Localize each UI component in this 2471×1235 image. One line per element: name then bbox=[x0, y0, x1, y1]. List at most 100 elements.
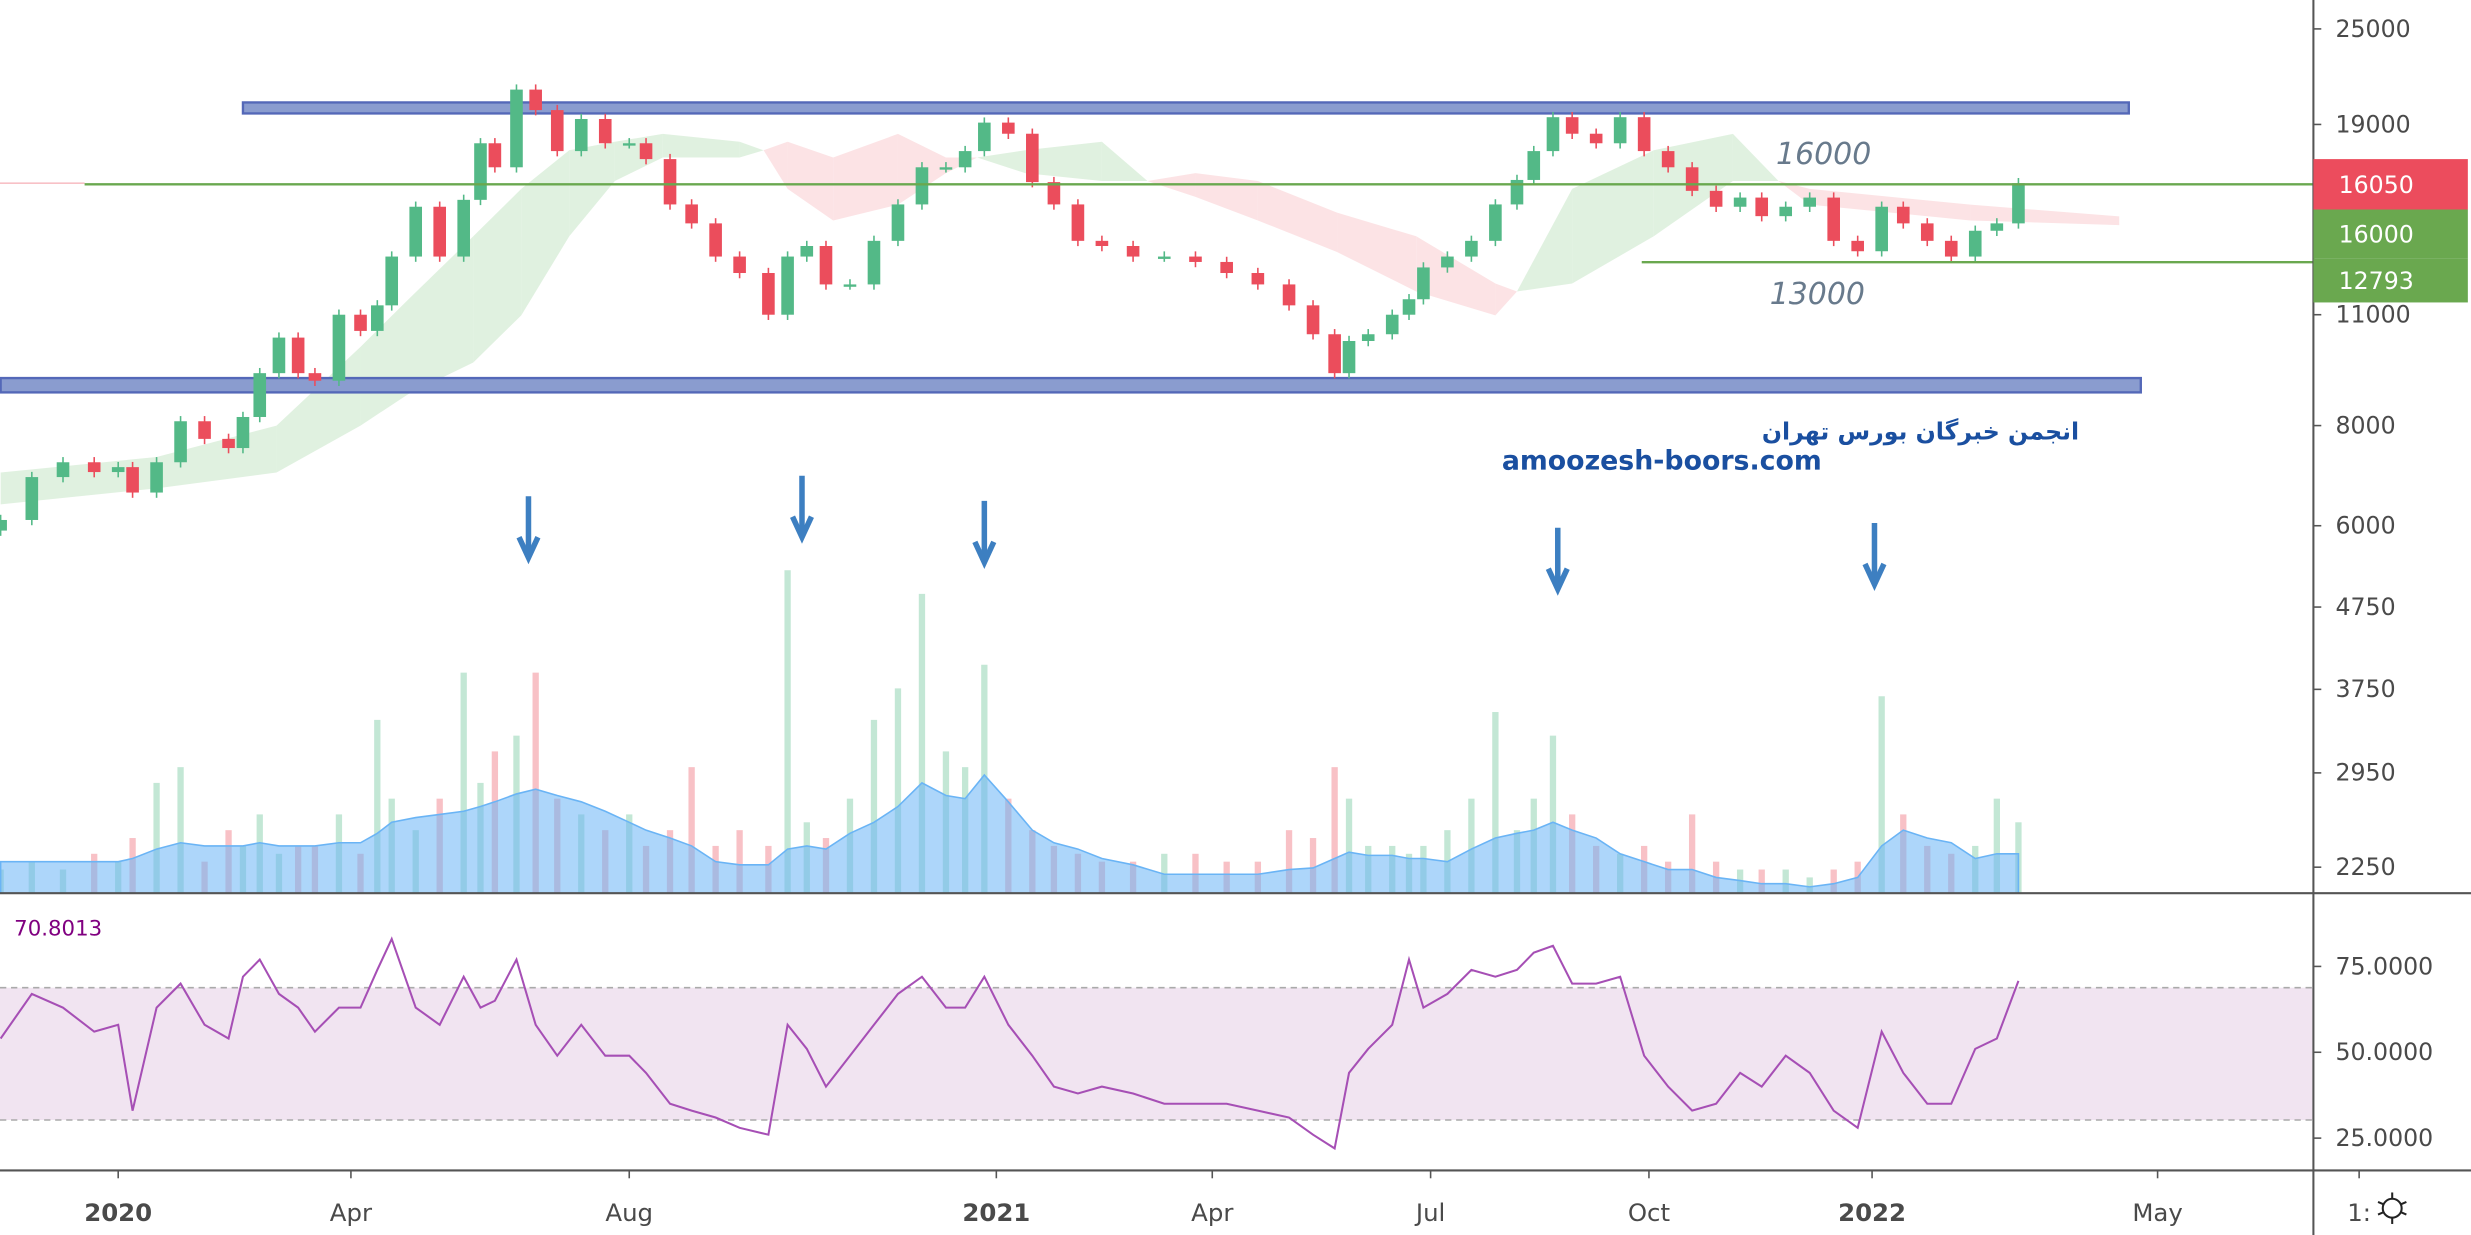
down-arrow-head-icon bbox=[1545, 567, 1570, 596]
candle-down bbox=[1944, 240, 1958, 257]
cloud-segment bbox=[1337, 212, 1417, 292]
support-zone[interactable] bbox=[0, 376, 2142, 394]
candle-up bbox=[510, 89, 523, 168]
candle-up bbox=[574, 118, 588, 152]
candle-up bbox=[332, 314, 346, 381]
candle-up bbox=[0, 519, 7, 531]
candle-down bbox=[1920, 223, 1934, 241]
price-label-last-price bbox=[2313, 159, 2468, 210]
candle-down bbox=[1589, 133, 1603, 144]
candle-down bbox=[529, 89, 542, 111]
volume-bar bbox=[177, 767, 184, 894]
rsi-line bbox=[0, 936, 2020, 1151]
candle-up bbox=[1441, 256, 1454, 268]
cloud-segment bbox=[1025, 141, 1102, 182]
level-13000-annotation: 13000 bbox=[1770, 277, 1865, 312]
candle-down bbox=[1306, 305, 1320, 335]
candle-down bbox=[354, 314, 367, 331]
price-tick-label: 11000 bbox=[2335, 301, 2410, 329]
candle-down bbox=[433, 206, 447, 257]
candle-down bbox=[1047, 182, 1061, 205]
candle-up bbox=[1733, 197, 1747, 207]
volume-bar bbox=[1331, 767, 1338, 894]
candle-down bbox=[1328, 334, 1341, 374]
candle-down bbox=[1661, 151, 1675, 168]
cloud-segment bbox=[1732, 133, 1779, 182]
price-tick-label: 3750 bbox=[2335, 675, 2395, 703]
cloud-segment bbox=[1495, 283, 1517, 316]
candle-down bbox=[1827, 197, 1840, 241]
rsi-tick-label: 50.0000 bbox=[2335, 1038, 2433, 1066]
volume-bar bbox=[1492, 712, 1499, 894]
candle-down bbox=[126, 467, 139, 493]
candle-down bbox=[709, 223, 722, 257]
candle-down bbox=[87, 462, 101, 473]
cloud-segment bbox=[1416, 236, 1496, 316]
volume-bar bbox=[918, 593, 926, 894]
arrows bbox=[516, 475, 1887, 596]
rsi-polyline bbox=[0, 936, 2020, 1151]
volume-bar bbox=[736, 830, 743, 894]
candle-up bbox=[1990, 223, 2004, 231]
price-axis[interactable]: 25000 19000 11000 8000 6000 4750 3750 2950 2250 1… bbox=[2313, 15, 2468, 881]
watermark-persian: انجمن خبرگان بورس تهران bbox=[1762, 418, 2079, 446]
down-arrow-head-icon bbox=[790, 515, 814, 544]
volume-bar bbox=[870, 719, 878, 894]
candle-down bbox=[1637, 117, 1651, 152]
watermark-url: amoozesh-boors.com bbox=[1502, 445, 1822, 476]
candle-down bbox=[1095, 240, 1109, 247]
candle-up bbox=[1157, 256, 1171, 259]
levels[interactable] bbox=[0, 182, 2314, 264]
time-tick-label: Aug bbox=[605, 1198, 653, 1227]
candle-up bbox=[56, 462, 70, 478]
candle-down bbox=[598, 118, 612, 144]
candle-up bbox=[1613, 117, 1627, 144]
candle-down bbox=[1755, 197, 1769, 217]
zones[interactable] bbox=[0, 101, 2142, 394]
volume-bar bbox=[1468, 798, 1475, 894]
candle-down bbox=[819, 246, 833, 285]
volume-bar bbox=[1549, 735, 1557, 894]
candle-down bbox=[1189, 256, 1202, 262]
candle-down bbox=[1685, 167, 1699, 191]
resistance-zone[interactable] bbox=[241, 101, 2130, 115]
price-tick-label: 6000 bbox=[2335, 512, 2395, 540]
candle-up bbox=[891, 204, 905, 241]
candle-up bbox=[174, 421, 187, 463]
candle-up bbox=[474, 143, 487, 200]
time-axis[interactable]: 2020 Apr Aug 2021 Apr Jul Oct 2022 May 1: bbox=[84, 1170, 2371, 1227]
candle-up bbox=[915, 167, 929, 205]
cloud-segment bbox=[1516, 188, 1573, 292]
candle-down bbox=[1896, 206, 1910, 224]
rsi-axis[interactable]: 75.0000 50.0000 25.0000 bbox=[2313, 952, 2433, 1152]
settings-gear-icon[interactable] bbox=[2377, 1192, 2407, 1224]
candle-down bbox=[1565, 117, 1579, 134]
price-tick-label: 8000 bbox=[2335, 411, 2395, 439]
candle-down bbox=[308, 373, 322, 381]
cloud-segment bbox=[833, 133, 898, 221]
cloud-segment bbox=[1970, 204, 2120, 226]
candle-up bbox=[1803, 197, 1816, 207]
candle-up bbox=[800, 246, 814, 257]
cloud-segment bbox=[521, 150, 570, 316]
candle-down bbox=[762, 273, 775, 315]
rsi-current-value: 70.8013 bbox=[14, 917, 102, 942]
candle-down bbox=[1071, 204, 1085, 241]
candle-up bbox=[843, 284, 857, 287]
candle-up bbox=[939, 167, 953, 170]
candle-down bbox=[733, 256, 746, 274]
candle-up bbox=[1385, 314, 1399, 335]
volume-bar bbox=[1806, 877, 1813, 894]
volume-bar bbox=[1782, 869, 1789, 894]
candle-down bbox=[1002, 122, 1015, 134]
time-tick-label: 2021 bbox=[962, 1198, 1030, 1227]
time-tick-label: May bbox=[2132, 1198, 2182, 1227]
candle-up bbox=[111, 467, 125, 473]
cloud-segment bbox=[1809, 188, 1971, 221]
candle-up bbox=[1510, 179, 1524, 205]
volume-bar bbox=[688, 767, 695, 894]
candle-down bbox=[550, 110, 564, 152]
price-label-text: 12793 bbox=[2339, 267, 2414, 295]
cloud-segment bbox=[473, 188, 522, 363]
